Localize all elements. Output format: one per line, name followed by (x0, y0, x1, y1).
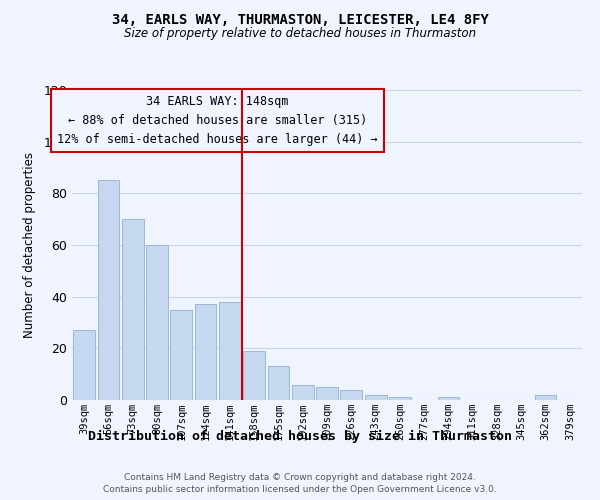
Bar (292, 384, 314, 400)
Text: Distribution of detached houses by size in Thurmaston: Distribution of detached houses by size … (88, 430, 512, 443)
Bar (73, 330, 95, 400)
Bar (365, 395, 386, 400)
Bar (243, 351, 265, 400)
Bar (97, 180, 119, 400)
Bar (437, 398, 460, 400)
Text: Contains HM Land Registry data © Crown copyright and database right 2024.: Contains HM Land Registry data © Crown c… (124, 474, 476, 482)
Bar (316, 387, 338, 400)
Bar (194, 304, 217, 400)
Bar (170, 310, 192, 400)
Bar (340, 390, 362, 400)
Bar (389, 398, 411, 400)
Bar (122, 219, 143, 400)
Text: 34 EARLS WAY: 148sqm
← 88% of detached houses are smaller (315)
12% of semi-deta: 34 EARLS WAY: 148sqm ← 88% of detached h… (57, 94, 377, 146)
Y-axis label: Number of detached properties: Number of detached properties (23, 152, 37, 338)
Bar (535, 395, 556, 400)
Bar (146, 245, 168, 400)
Bar (219, 302, 241, 400)
Text: Contains public sector information licensed under the Open Government Licence v3: Contains public sector information licen… (103, 485, 497, 494)
Text: 34, EARLS WAY, THURMASTON, LEICESTER, LE4 8FY: 34, EARLS WAY, THURMASTON, LEICESTER, LE… (112, 12, 488, 26)
Bar (268, 366, 289, 400)
Text: Size of property relative to detached houses in Thurmaston: Size of property relative to detached ho… (124, 28, 476, 40)
